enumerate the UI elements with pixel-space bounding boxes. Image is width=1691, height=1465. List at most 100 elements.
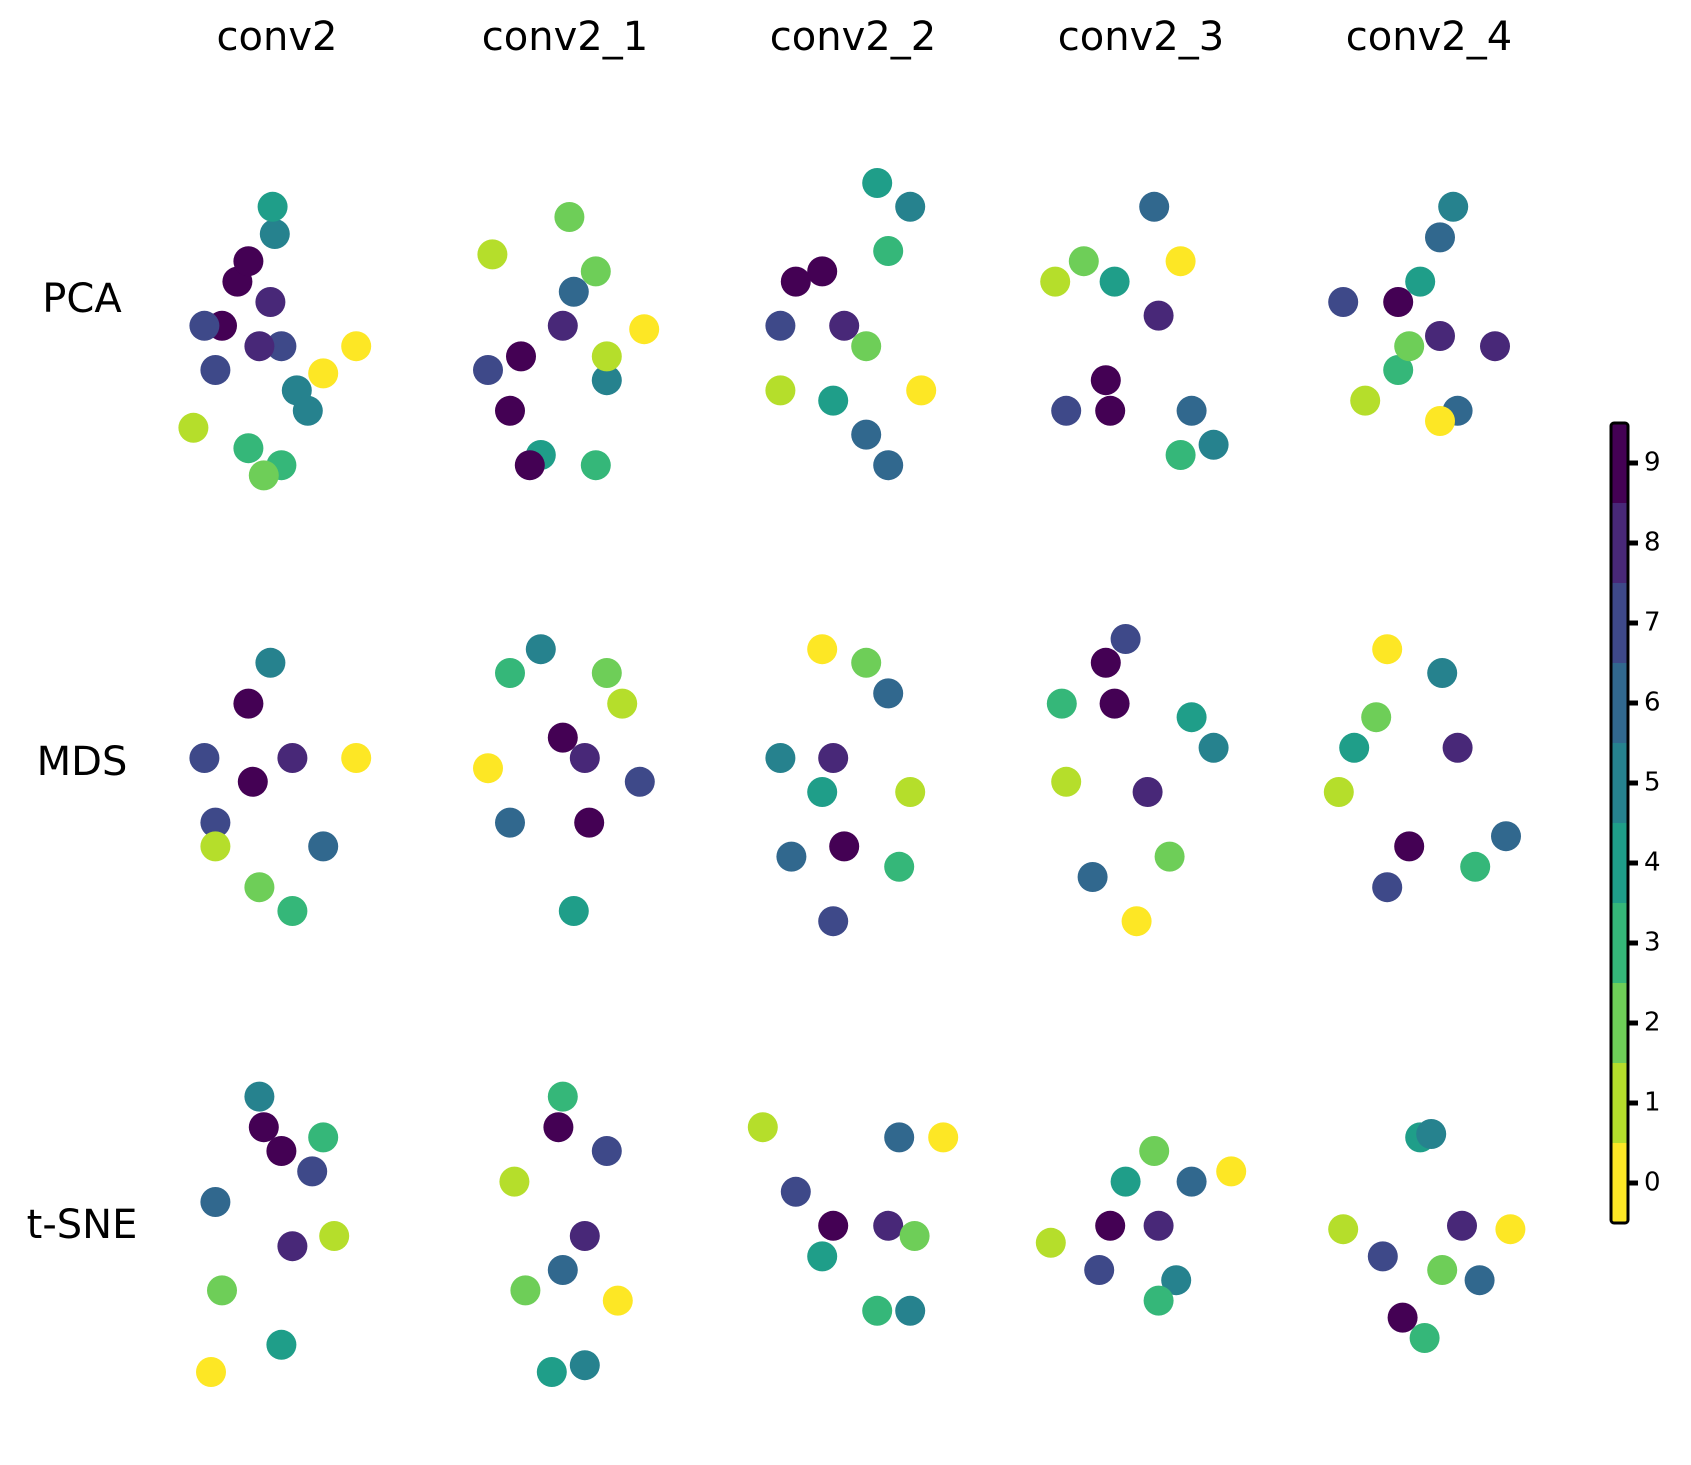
point — [1090, 647, 1121, 678]
point — [895, 1295, 926, 1326]
point — [591, 1136, 622, 1166]
point — [547, 1081, 578, 1112]
point — [1051, 766, 1082, 797]
point — [1139, 191, 1170, 222]
point — [1447, 1210, 1477, 1241]
point — [607, 688, 638, 719]
point — [200, 1187, 231, 1217]
point — [558, 276, 589, 307]
point — [248, 1112, 279, 1143]
point — [495, 395, 525, 426]
colorbar-tick-label: 3 — [1644, 928, 1661, 958]
colorbar-segment — [1611, 663, 1628, 743]
colorbar-segment — [1611, 983, 1628, 1063]
point — [569, 743, 600, 773]
point — [1095, 1210, 1126, 1241]
point — [906, 375, 937, 406]
point — [591, 341, 622, 372]
point — [884, 1122, 915, 1153]
colorbar-tick-label: 2 — [1644, 1008, 1661, 1038]
point — [196, 1357, 226, 1387]
point — [899, 1221, 930, 1251]
point — [765, 743, 796, 773]
point — [297, 1156, 328, 1187]
point — [1216, 1156, 1247, 1187]
point — [547, 722, 578, 753]
colorbar-tick-label: 8 — [1644, 528, 1661, 558]
point — [1143, 1285, 1174, 1316]
point — [1372, 634, 1403, 665]
point — [510, 1275, 541, 1306]
colorbar-tick-label: 7 — [1644, 608, 1661, 638]
point — [1176, 1166, 1207, 1197]
colorbar-tick-label: 6 — [1644, 688, 1661, 718]
point — [341, 331, 372, 362]
point — [862, 168, 893, 198]
point — [292, 395, 323, 426]
point — [207, 1275, 237, 1306]
point — [514, 450, 545, 481]
point — [178, 412, 209, 443]
point — [1425, 406, 1455, 436]
point — [1095, 395, 1126, 426]
point — [818, 1210, 849, 1241]
point — [233, 433, 264, 464]
point — [1161, 1265, 1192, 1296]
point — [1154, 841, 1185, 872]
point — [308, 1122, 339, 1153]
point — [580, 256, 611, 287]
colorbar-segment — [1611, 1063, 1628, 1143]
point — [1427, 1255, 1458, 1285]
point — [1383, 355, 1414, 385]
point — [1339, 732, 1370, 763]
point — [277, 1231, 308, 1262]
point — [873, 1210, 904, 1241]
point — [1409, 1323, 1440, 1353]
point — [1328, 287, 1359, 317]
point — [248, 460, 279, 491]
point — [1165, 440, 1196, 470]
point — [1495, 1214, 1526, 1245]
point — [255, 287, 286, 317]
colorbar-tick-label: 4 — [1644, 848, 1661, 878]
point — [807, 256, 838, 287]
point — [829, 310, 860, 341]
point — [1464, 1265, 1495, 1296]
point — [1491, 821, 1521, 852]
point — [1383, 287, 1414, 317]
colorbar-segment — [1611, 823, 1628, 903]
point — [266, 1329, 297, 1360]
point — [1068, 246, 1099, 277]
point — [266, 1136, 297, 1166]
point — [829, 831, 860, 862]
point — [495, 807, 525, 838]
point — [928, 1122, 959, 1153]
point — [1328, 1214, 1359, 1245]
point — [525, 634, 556, 665]
point — [1323, 777, 1354, 807]
point — [237, 766, 268, 797]
point — [1165, 246, 1196, 277]
point — [266, 331, 297, 362]
point — [1035, 1227, 1066, 1258]
point — [200, 807, 231, 838]
point — [1099, 266, 1130, 297]
colorbar-tick-label: 9 — [1644, 448, 1661, 478]
point — [1077, 862, 1108, 892]
point — [319, 1221, 350, 1251]
point — [543, 1112, 574, 1143]
point — [244, 872, 275, 903]
point — [189, 310, 220, 341]
point — [1425, 321, 1455, 351]
point — [1143, 1210, 1174, 1241]
point — [536, 1357, 567, 1387]
point — [277, 896, 308, 926]
point — [624, 766, 655, 797]
column-title: conv2_2 — [770, 14, 936, 60]
point — [807, 634, 838, 665]
point — [477, 239, 508, 270]
point — [495, 658, 525, 688]
point — [1040, 266, 1071, 297]
point — [1110, 624, 1141, 654]
